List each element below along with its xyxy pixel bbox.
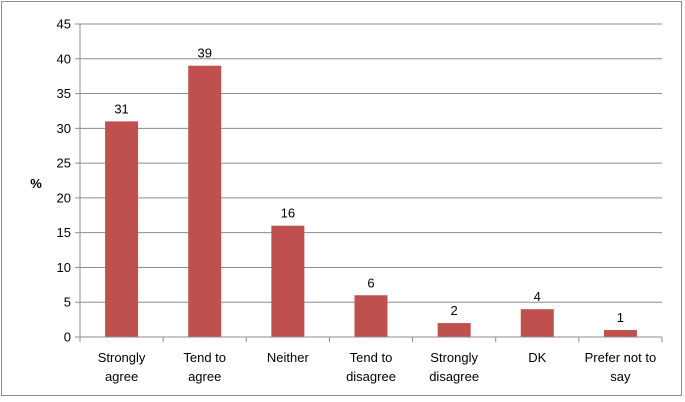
y-tick-label: 30 [57, 121, 71, 136]
category-label: say [610, 369, 631, 384]
data-label: 1 [617, 310, 624, 325]
category-label: Neither [267, 350, 310, 365]
bar [188, 65, 222, 337]
y-tick-label: 45 [57, 17, 71, 32]
category-label: Strongly [98, 350, 146, 365]
y-tick-label: 25 [57, 156, 71, 171]
category-label: disagree [346, 369, 396, 384]
y-tick-label: 40 [57, 51, 71, 66]
category-label: Tend to [183, 350, 226, 365]
chart-frame: 0 5 10 15 20 25 30 35 40 45 31 Strongly agree 39 Tend … [1, 1, 682, 396]
bar-chart: 0 5 10 15 20 25 30 35 40 45 31 Strongly agree 39 Tend … [30, 17, 663, 385]
bar [520, 309, 554, 337]
category-label: DK [528, 350, 546, 365]
gridlines [80, 23, 662, 303]
y-tick-label: 35 [57, 86, 71, 101]
data-label: 4 [534, 289, 541, 304]
labels: 0 5 10 15 20 25 30 35 40 45 31 Strongly agree 39 Tend … [57, 17, 657, 385]
data-label: 2 [451, 303, 458, 318]
category-label: disagree [429, 369, 479, 384]
y-tick-label: 5 [64, 295, 71, 310]
y-tick-label: 0 [64, 330, 71, 345]
category-label: agree [105, 369, 138, 384]
category-label: Prefer not to [585, 350, 657, 365]
y-axis-title: % [30, 176, 42, 191]
bar [354, 295, 388, 337]
y-tick-label: 20 [57, 190, 71, 205]
y-tick-label: 10 [57, 260, 71, 275]
category-label: agree [188, 369, 221, 384]
data-label: 6 [367, 275, 374, 290]
y-tick-label: 15 [57, 225, 71, 240]
data-label: 39 [197, 46, 211, 61]
bar [437, 323, 471, 337]
category-label: Tend to [350, 350, 393, 365]
bar [271, 225, 305, 337]
data-label: 16 [281, 206, 295, 221]
bar [603, 330, 637, 337]
bars [105, 65, 637, 337]
data-label: 31 [114, 101, 128, 116]
axes [75, 23, 663, 342]
bar [105, 121, 139, 337]
category-label: Strongly [430, 350, 478, 365]
